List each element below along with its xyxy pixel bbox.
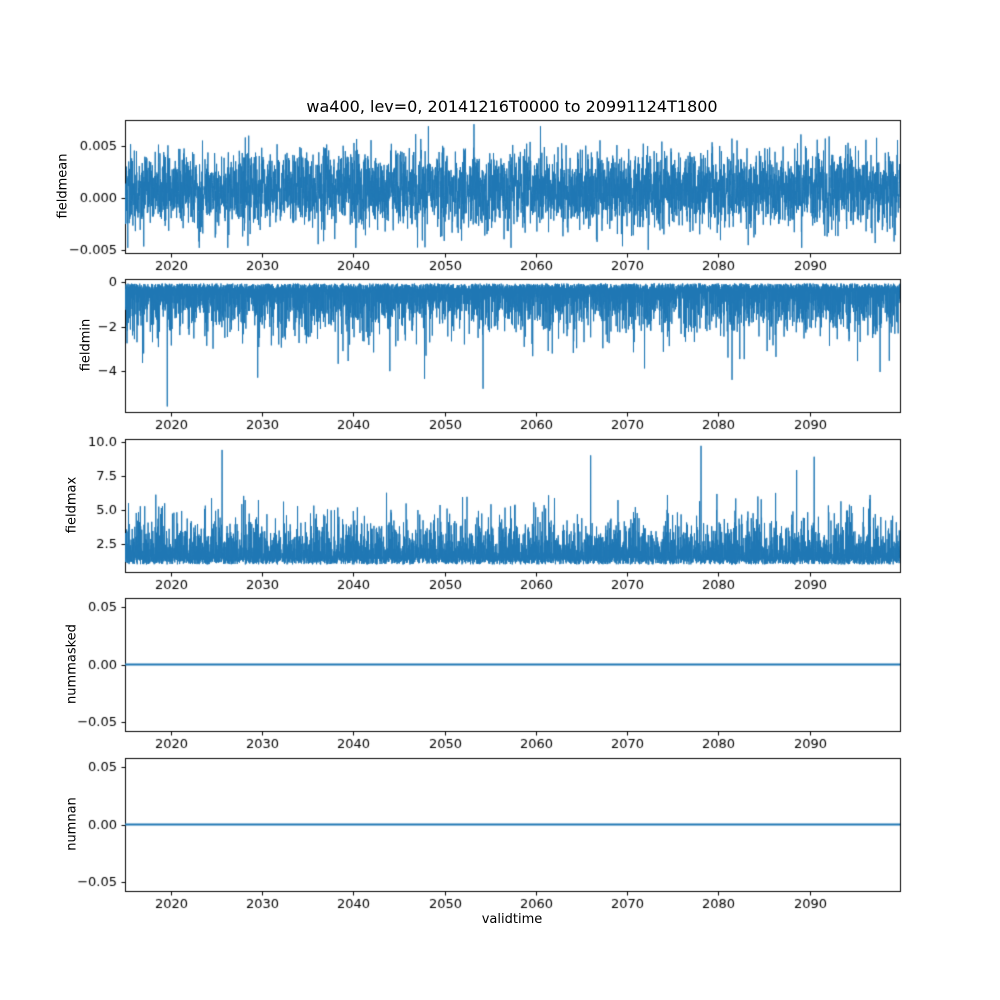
ylabel-fieldmin: fieldmin <box>78 318 94 372</box>
ylabel-nummasked: nummasked <box>64 624 80 704</box>
figure-title: wa400, lev=0, 20141216T0000 to 20991124T… <box>306 97 718 116</box>
x-axis-label: validtime <box>481 912 543 927</box>
ylabel-numnan: numnan <box>64 797 80 851</box>
ylabel-fieldmean: fieldmean <box>55 153 71 219</box>
ylabel-fieldmax: fieldmax <box>64 476 80 534</box>
